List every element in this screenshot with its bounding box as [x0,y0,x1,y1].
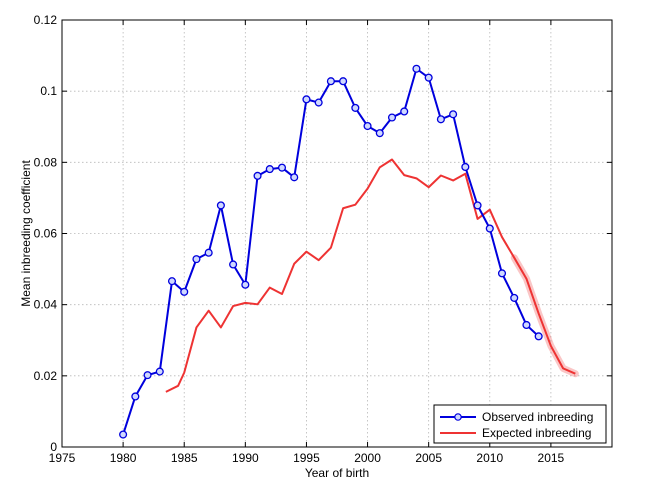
data-point-observed [302,95,311,104]
data-point-observed [290,173,299,182]
data-point-observed [485,224,494,233]
data-point-observed [155,367,164,376]
series-layer [119,64,579,439]
legend-box [433,404,607,444]
data-point-observed [351,103,360,112]
y-tick-label: 0.12 [34,13,58,27]
data-point-observed [424,73,433,82]
plot-area [62,20,612,447]
data-point-observed [387,113,397,122]
legend-label-observed: Observed inbreeding [482,410,593,424]
data-point-observed [449,110,458,119]
data-point-observed [522,320,531,329]
x-tick-label: 1975 [49,451,76,465]
data-point-observed [216,201,225,210]
legend-marker-observed [454,413,462,421]
x-tick-label: 2010 [476,451,503,465]
x-tick-label: 2000 [354,451,381,465]
data-point-observed [326,77,335,86]
data-point-observed [241,280,250,289]
axis-ticks: 1975 1980 1985 1990 1995 2000 2005 2010 2015 0 0.0… [34,13,612,465]
data-point-observed [461,162,470,172]
data-point-observed [314,98,323,107]
data-point-observed [229,260,238,269]
data-point-observed [510,293,519,302]
x-tick-label: 1990 [232,451,259,465]
data-point-observed [339,77,348,86]
data-point-observed [119,430,128,439]
y-axis-label: Mean inbreeding coefficient [19,160,33,307]
data-point-observed [192,255,201,264]
series-line-expected [165,158,576,393]
data-point-observed [143,371,152,380]
x-tick-label: 1985 [171,451,198,465]
data-point-observed [204,248,213,257]
data-point-observed [400,107,409,116]
x-tick-label: 1995 [293,451,320,465]
legend-label-expected: Expected inbreeding [482,426,591,440]
data-point-observed [412,64,421,73]
x-tick-label: 1980 [110,451,137,465]
y-tick-label: 0.02 [34,369,58,383]
x-tick-label: 2005 [415,451,442,465]
y-tick-label: 0.04 [34,298,58,312]
data-point-observed [436,115,445,124]
data-point-observed [277,163,287,172]
data-point-observed [473,201,482,210]
data-point-observed [167,277,177,286]
data-point-observed [253,171,262,180]
legend: Observed inbreeding Expected inbreeding [433,404,607,444]
y-tick-label: 0 [50,440,57,454]
y-tick-label: 0.1 [40,84,57,98]
data-point-observed [180,287,189,296]
x-axis-label: Year of birth [305,466,369,480]
data-point-observed [375,129,384,138]
data-point-observed [497,269,507,278]
data-point-observed [265,165,274,174]
data-point-observed [363,121,372,131]
y-tick-label: 0.06 [34,227,58,241]
data-point-observed [131,392,140,401]
y-tick-label: 0.08 [34,155,58,169]
data-point-observed [534,332,543,341]
x-tick-label: 2015 [538,451,565,465]
